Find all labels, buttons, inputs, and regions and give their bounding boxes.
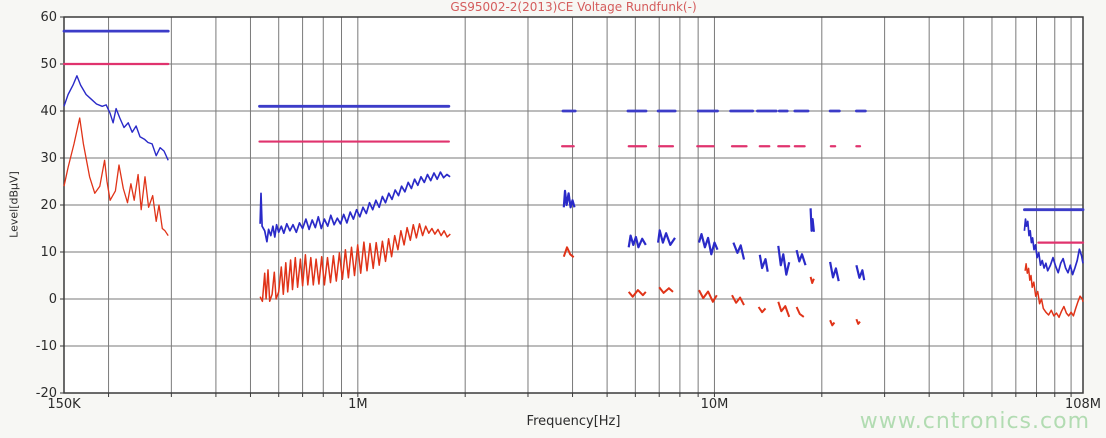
y-tick-label: 60 [40, 10, 57, 25]
peak-trace-sw [732, 242, 746, 260]
peak-trace-sw [697, 233, 719, 256]
avg-trace-sw [855, 318, 861, 325]
x-tick-label: 108M [1065, 397, 1101, 412]
avg-trace-mw [259, 223, 451, 303]
y-tick-label: 50 [40, 57, 57, 72]
avg-trace-fm [1024, 263, 1084, 319]
avg-trace-lw [63, 117, 169, 236]
y-tick-label: -10 [36, 339, 57, 354]
y-tick-label: -20 [36, 386, 57, 401]
y-tick-label: 30 [40, 151, 57, 166]
avg-trace-sw [562, 246, 575, 258]
y-tick-label: 0 [49, 292, 57, 307]
peak-trace-sw [627, 234, 647, 249]
avg-trace-sw [627, 289, 647, 298]
avg-trace-sw [757, 306, 767, 314]
y-tick-label: 40 [40, 104, 57, 119]
avg-trace-sw [795, 306, 805, 318]
watermark: www.cntronics.com [859, 409, 1090, 434]
peak-trace-fm [1023, 218, 1084, 276]
peak-trace-sw [795, 249, 807, 266]
peak-trace-sw [809, 208, 815, 232]
avg-trace-sw [777, 301, 791, 318]
peak-trace-lw [63, 75, 169, 161]
y-tick-label: 10 [40, 245, 57, 260]
y-tick-label: 20 [40, 198, 57, 213]
x-tick-label: 1M [348, 397, 368, 412]
avg-trace-sw [698, 289, 718, 303]
plot-frame [63, 16, 1084, 394]
avg-trace-sw [829, 319, 836, 327]
avg-trace-sw [658, 286, 674, 294]
peak-trace-sw [855, 264, 866, 281]
peak-trace-sw [562, 189, 576, 209]
chart-title: GS95002-2(2013)CE Voltage Rundfunk(-) [450, 0, 697, 14]
peak-trace-sw [777, 245, 791, 276]
peak-trace-sw [829, 261, 840, 282]
x-tick-label: 150K [47, 397, 81, 412]
x-axis-label: Frequency[Hz] [526, 414, 621, 429]
peak-trace-sw [758, 254, 769, 272]
peak-trace-mw [259, 171, 451, 243]
avg-trace-sw [731, 294, 745, 306]
avg-trace-sw [809, 276, 815, 284]
x-tick-label: 10M [701, 397, 729, 412]
peak-trace-sw [657, 229, 676, 246]
